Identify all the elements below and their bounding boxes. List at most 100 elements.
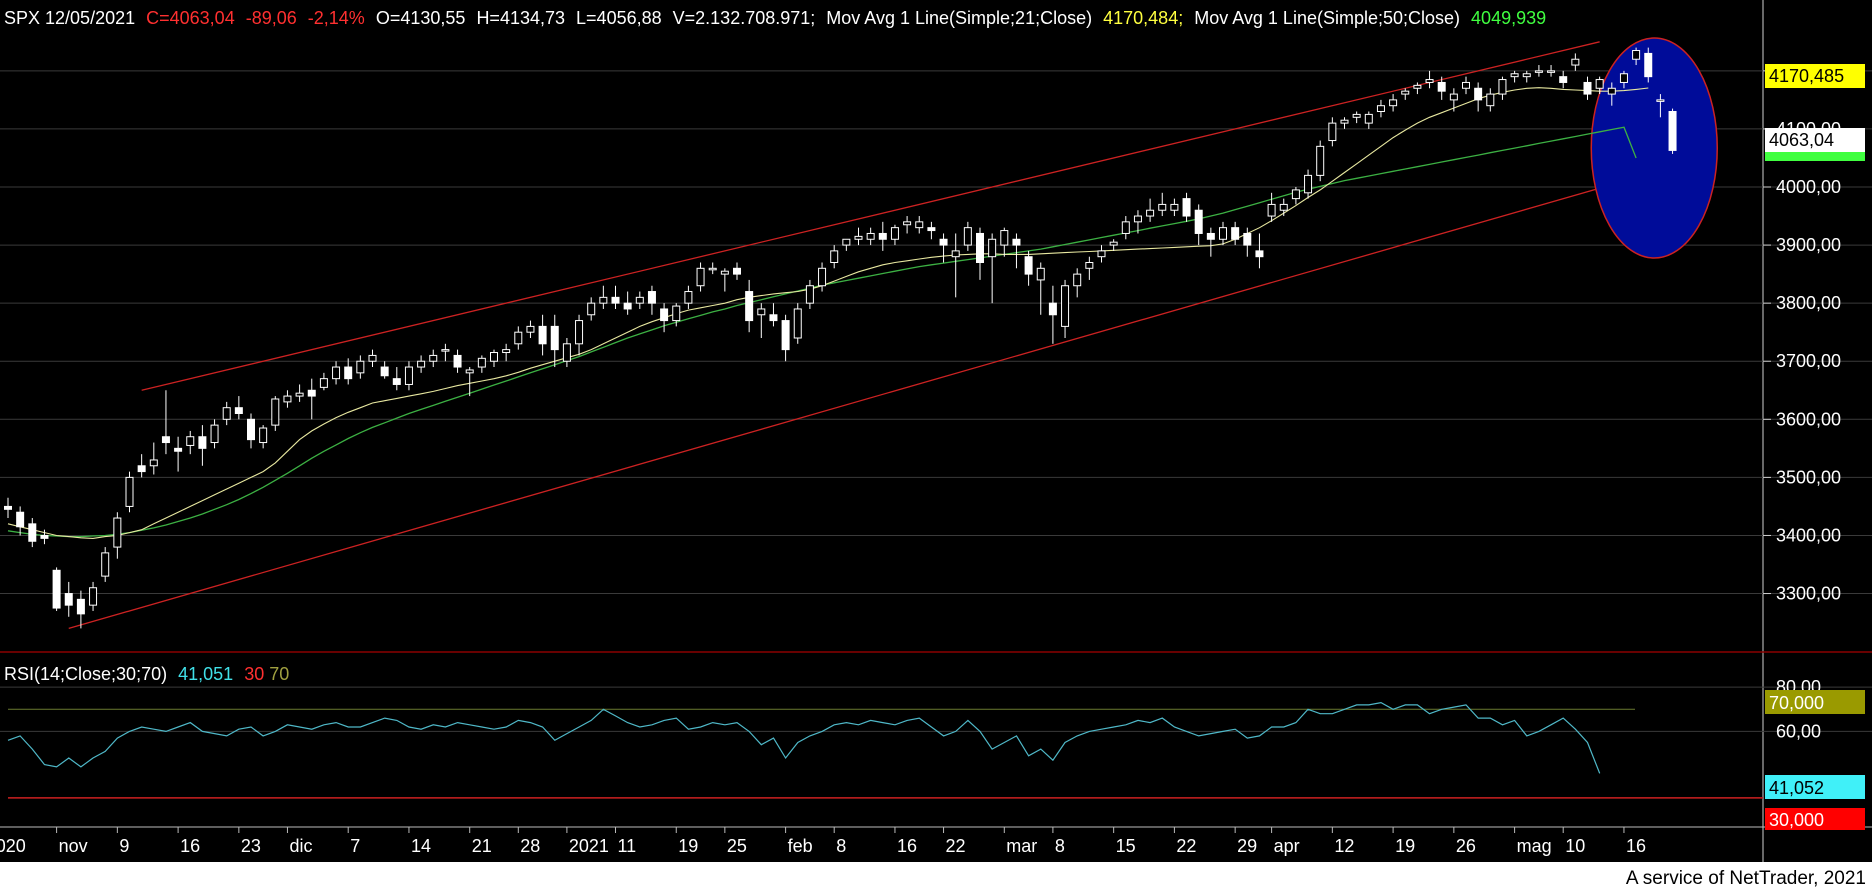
candle xyxy=(976,227,984,280)
candle xyxy=(1547,65,1556,77)
candle-body xyxy=(842,238,851,246)
rsi-header: RSI(14;Close;30;70) 41,051 30 70 xyxy=(4,664,289,684)
candle-body xyxy=(805,285,814,304)
candle xyxy=(550,314,559,368)
date-axis-labels: 2020 nov 9 16 23 dic 7 14 21 28 2021 11 19 25 feb 8 16 22… xyxy=(0,827,1646,856)
footer-background xyxy=(0,862,1872,888)
candle-body xyxy=(1547,70,1556,73)
candle xyxy=(1036,262,1045,315)
badge-rsi-30: 30,000 xyxy=(1765,808,1865,830)
candle xyxy=(429,349,438,368)
date-tick-label: 28 xyxy=(520,836,540,856)
date-tick-label: mar xyxy=(1006,836,1037,856)
candle-body xyxy=(295,392,304,397)
candle xyxy=(939,233,948,263)
channel-upper-line xyxy=(141,41,1600,391)
candle xyxy=(708,262,717,275)
candle-body xyxy=(963,227,972,246)
candle xyxy=(1437,76,1446,100)
candle-body xyxy=(939,238,948,246)
candle-body xyxy=(1121,221,1130,234)
header-low: L=4056,88 xyxy=(576,8,662,28)
candle-body xyxy=(502,349,511,354)
candle-body xyxy=(137,465,146,473)
candle xyxy=(623,291,632,315)
candle-body xyxy=(1097,250,1106,258)
candle-body xyxy=(514,331,523,345)
candle xyxy=(1219,221,1227,246)
price-header: SPX 12/05/2021 C=4063,04 -89,06 -2,14% O… xyxy=(4,8,1546,28)
candle-body xyxy=(1571,58,1580,66)
candle-body xyxy=(1267,203,1276,217)
candle xyxy=(247,413,255,449)
candle-body xyxy=(1061,285,1070,327)
candle-body xyxy=(1668,111,1677,151)
rsi-line xyxy=(7,701,1601,774)
rsi-grid xyxy=(0,686,1872,799)
rsi-label: RSI(14;Close;30;70) xyxy=(4,664,167,684)
candle xyxy=(344,358,353,385)
candle-body xyxy=(1219,227,1227,240)
candle xyxy=(1255,233,1264,269)
candle-body xyxy=(757,308,766,316)
date-tick-label: 16 xyxy=(1626,836,1646,856)
trend-channel xyxy=(68,41,1685,630)
candle-body xyxy=(234,407,243,415)
candle xyxy=(1486,88,1495,112)
price-grid xyxy=(0,70,1872,595)
candle xyxy=(125,471,134,513)
highlight-ellipse xyxy=(1590,37,1718,259)
candle xyxy=(587,297,596,321)
date-tick-label: 29 xyxy=(1237,836,1257,856)
badge-rsi-30-text: 30,000 xyxy=(1769,810,1824,830)
candle-body xyxy=(1194,209,1203,234)
candle-body xyxy=(332,366,341,380)
candle xyxy=(1048,285,1057,344)
candle-body xyxy=(380,366,389,377)
candle xyxy=(1291,187,1300,205)
candle-body xyxy=(903,221,912,226)
candle-body xyxy=(1328,122,1337,142)
candle xyxy=(1097,245,1106,263)
candle xyxy=(1304,169,1313,199)
candle-body xyxy=(647,291,656,304)
candle xyxy=(575,314,584,356)
candle-body xyxy=(1632,50,1641,60)
candle xyxy=(477,355,486,373)
candle xyxy=(1449,88,1458,112)
candle xyxy=(793,303,802,344)
date-tick-label: 15 xyxy=(1116,836,1136,856)
candle-body xyxy=(1401,90,1410,95)
date-tick-label: 23 xyxy=(241,836,261,856)
candle-body xyxy=(1304,174,1313,194)
badge-last-price-text: 4063,04 xyxy=(1769,130,1834,150)
candle-body xyxy=(1364,113,1373,124)
candle-body xyxy=(1048,302,1057,316)
candle xyxy=(490,349,498,368)
candle xyxy=(28,518,37,548)
candle-body xyxy=(538,325,547,345)
candle-body xyxy=(429,354,438,362)
candle xyxy=(368,349,377,368)
candle-body xyxy=(745,291,754,322)
candle xyxy=(332,361,341,385)
badge-rsi-70-text: 70,000 xyxy=(1769,693,1824,713)
candle xyxy=(1462,76,1470,95)
candle xyxy=(40,529,49,545)
candle xyxy=(210,419,219,449)
candle xyxy=(927,221,936,240)
candle-body xyxy=(878,232,887,240)
price-tick-label: 3600,00 xyxy=(1776,409,1841,429)
candle-body xyxy=(271,398,280,426)
candle-body xyxy=(4,505,12,510)
candle xyxy=(1182,192,1191,222)
date-tick-label: 11 xyxy=(618,836,637,856)
candle-body xyxy=(1486,93,1495,107)
candle xyxy=(696,262,705,292)
candle xyxy=(101,547,110,582)
candle-body xyxy=(101,552,110,577)
candle-body xyxy=(623,302,632,310)
candle-body xyxy=(1510,73,1519,78)
candle xyxy=(1109,239,1118,251)
